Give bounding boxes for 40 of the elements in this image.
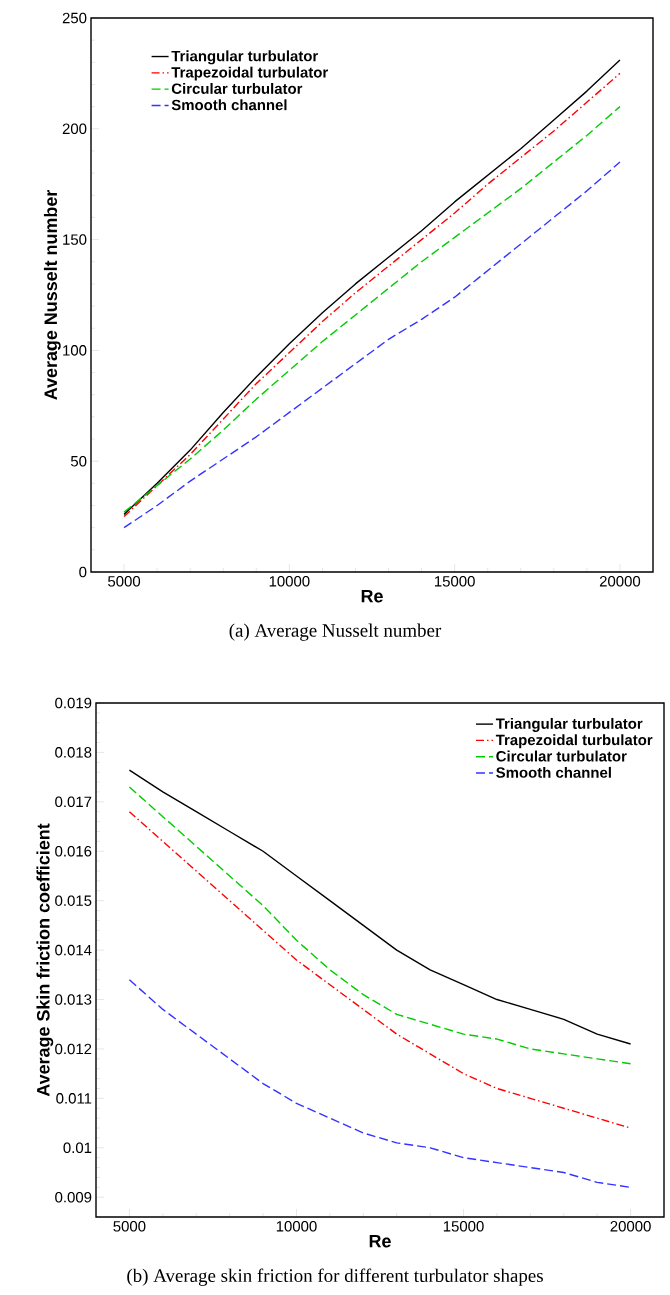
legend-label: Triangular turbulator [171, 50, 319, 65]
y-tick-label: 200 [62, 123, 87, 135]
y-tick-label: 0.011 [56, 1093, 92, 1104]
legend-label: Trapezoidal turbulator [495, 734, 653, 749]
x-axis-title: Re [361, 589, 383, 603]
y-axis-title: Average Skin friction coefficient [36, 823, 54, 1097]
legend-label: Smooth channel [496, 766, 611, 778]
x-tick-label: 5000 [113, 1221, 146, 1232]
line-series [128, 979, 632, 1189]
y-tick-label: 100 [63, 345, 87, 356]
x-axis-title: Re [369, 1234, 391, 1248]
x-tick-label: 15000 [443, 1221, 484, 1232]
y-tick-label: 0.01 [63, 1142, 92, 1154]
x-tick-label: 15000 [435, 576, 475, 587]
y-tick-label: 250 [62, 12, 87, 24]
y-tick-label: 0.014 [55, 944, 92, 956]
y-tick-label: 0.015 [55, 895, 92, 906]
x-tick-label: 20000 [610, 1221, 651, 1232]
legend-label: Circular turbulator [496, 750, 627, 762]
y-tick-label: 0.019 [55, 697, 92, 709]
x-tick-label: 10000 [269, 576, 310, 587]
y-tick-label: 0.018 [55, 747, 92, 758]
x-tick-label: 10000 [276, 1221, 317, 1232]
y-tick-label: 0.012 [55, 1043, 92, 1055]
legend-label: Smooth channel [171, 99, 287, 111]
text: (a) Average Nusselt number [229, 623, 442, 641]
legend-label: Trapezoidal turbulator [171, 66, 328, 81]
y-tick-label: 0.016 [55, 845, 92, 857]
legend-label: Triangular turbulator [495, 717, 643, 732]
x-tick-label: 20000 [599, 576, 641, 587]
y-tick-label: 0.017 [55, 796, 92, 808]
text: (b) Average skin friction for different turbulator shapes [127, 1268, 543, 1286]
y-tick-label: 50 [70, 455, 87, 467]
legend-label: Circular turbulator [171, 82, 303, 94]
x-tick-label: 5000 [108, 576, 141, 587]
y-tick-label: 150 [63, 234, 87, 245]
y-tick-label: 0.013 [55, 994, 92, 1005]
y-axis-title: Average Nusselt number [43, 189, 61, 400]
y-tick-label: 0.009 [55, 1191, 92, 1203]
y-tick-label: 0 [79, 566, 87, 578]
